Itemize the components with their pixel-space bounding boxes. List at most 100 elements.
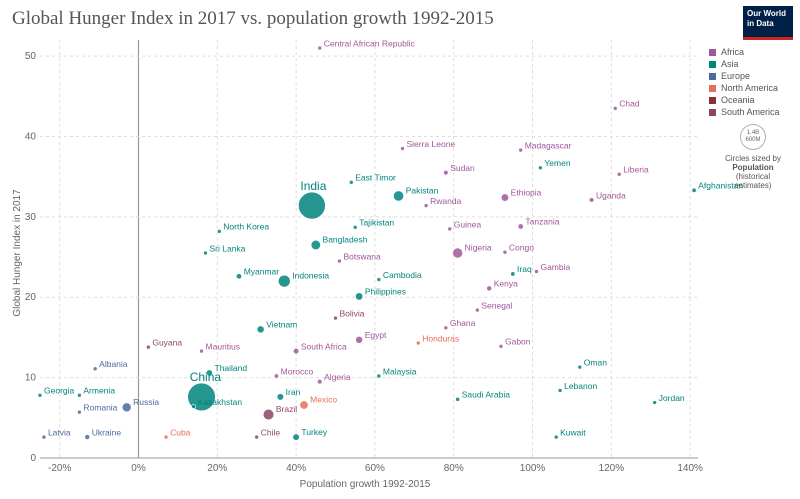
data-point[interactable] <box>443 169 449 176</box>
legend-item[interactable]: Asia <box>709 58 780 70</box>
data-point[interactable] <box>510 271 516 277</box>
data-point[interactable] <box>691 187 697 193</box>
point-label: Russia <box>133 397 159 407</box>
data-point[interactable] <box>588 197 595 203</box>
data-point[interactable] <box>84 434 91 440</box>
point-label: Botswana <box>343 251 381 261</box>
data-point[interactable] <box>299 400 309 410</box>
data-point[interactable] <box>278 274 291 288</box>
data-point[interactable] <box>292 433 300 441</box>
data-point[interactable] <box>447 226 453 232</box>
data-point[interactable] <box>310 239 321 251</box>
data-point[interactable] <box>317 378 323 385</box>
data-point[interactable] <box>517 223 524 230</box>
data-point[interactable] <box>203 250 208 256</box>
data-point[interactable] <box>191 404 196 409</box>
legend-item[interactable]: North America <box>709 82 780 94</box>
data-point[interactable] <box>317 45 323 51</box>
point-label: Kazakhstan <box>198 397 243 407</box>
size-legend-min: 600M <box>745 137 761 143</box>
data-point[interactable] <box>355 292 364 301</box>
data-point[interactable] <box>612 106 618 111</box>
data-point[interactable] <box>276 393 284 401</box>
data-point[interactable] <box>652 400 657 405</box>
data-point[interactable] <box>415 340 421 346</box>
data-point[interactable] <box>121 402 132 413</box>
point-label: Bolivia <box>340 309 365 319</box>
chart-title: Global Hunger Index in 2017 vs. populati… <box>12 8 494 29</box>
legend-item[interactable]: Africa <box>709 46 780 58</box>
data-point[interactable] <box>452 247 463 259</box>
point-label: Kuwait <box>560 428 586 438</box>
data-point[interactable] <box>577 364 583 370</box>
data-point[interactable] <box>534 269 539 274</box>
point-label: Turkey <box>301 427 327 437</box>
data-point[interactable] <box>400 146 405 151</box>
data-point[interactable] <box>256 325 265 334</box>
point-label: Sudan <box>450 163 475 173</box>
data-point[interactable] <box>423 203 429 208</box>
point-label: Madagascar <box>525 141 572 151</box>
data-point[interactable] <box>273 373 279 379</box>
point-label: Mauritius <box>206 341 240 351</box>
data-point[interactable] <box>163 434 169 440</box>
data-point[interactable] <box>393 190 405 202</box>
data-point[interactable] <box>553 434 559 440</box>
data-point[interactable] <box>92 366 98 372</box>
point-label: Malaysia <box>383 366 417 376</box>
size-legend: 1.4B 600M Circles sized by Population (h… <box>718 124 788 190</box>
data-point[interactable] <box>254 434 260 440</box>
owid-logo[interactable]: Our World in Data <box>743 6 793 40</box>
x-tick-label: 80% <box>444 463 464 474</box>
data-point[interactable] <box>518 147 523 153</box>
data-point[interactable] <box>146 344 151 350</box>
data-point[interactable] <box>443 325 449 331</box>
data-point[interactable] <box>498 343 504 349</box>
point-label: Mexico <box>310 395 337 405</box>
point-label: Guyana <box>152 337 182 347</box>
point-label: Armenia <box>83 386 115 396</box>
data-point[interactable] <box>206 369 213 377</box>
legend-swatch <box>709 60 716 68</box>
point-label: Tanzania <box>525 217 559 227</box>
point-label: Pakistan <box>406 185 439 195</box>
data-point[interactable] <box>187 382 216 412</box>
data-point[interactable] <box>77 392 82 398</box>
data-point[interactable] <box>538 165 543 171</box>
data-point[interactable] <box>337 258 342 264</box>
data-point[interactable] <box>348 179 354 185</box>
data-point[interactable] <box>298 191 326 220</box>
data-point[interactable] <box>376 373 382 379</box>
point-label: Georgia <box>44 386 75 396</box>
data-point[interactable] <box>502 249 508 255</box>
data-point[interactable] <box>500 193 509 202</box>
data-point[interactable] <box>486 285 493 292</box>
size-note-line-3: (historical <box>735 172 771 181</box>
data-point[interactable] <box>352 224 358 230</box>
data-point[interactable] <box>41 434 47 440</box>
legend-item[interactable]: Europe <box>709 70 780 82</box>
legend-item[interactable]: South America <box>709 106 780 118</box>
data-point[interactable] <box>77 409 82 415</box>
point-label: Thailand <box>215 363 248 373</box>
data-point[interactable] <box>235 273 243 280</box>
y-tick-label: 20 <box>25 292 37 303</box>
data-point[interactable] <box>37 392 43 398</box>
data-point[interactable] <box>199 348 204 354</box>
data-point[interactable] <box>355 335 363 344</box>
legend-swatch <box>709 96 716 104</box>
data-point[interactable] <box>293 348 300 355</box>
data-point[interactable] <box>616 171 622 177</box>
data-point[interactable] <box>475 307 480 313</box>
data-point[interactable] <box>376 277 382 282</box>
data-point[interactable] <box>262 408 275 421</box>
legend-item[interactable]: Oceania <box>709 94 780 106</box>
data-point[interactable] <box>455 396 461 402</box>
data-point[interactable] <box>557 388 563 393</box>
data-point[interactable] <box>333 315 338 321</box>
y-tick-label: 0 <box>30 453 36 464</box>
point-label: South Africa <box>301 341 347 351</box>
point-label: Afghanistan <box>698 181 743 191</box>
point-label: Vietnam <box>266 319 297 329</box>
data-point[interactable] <box>216 229 222 234</box>
